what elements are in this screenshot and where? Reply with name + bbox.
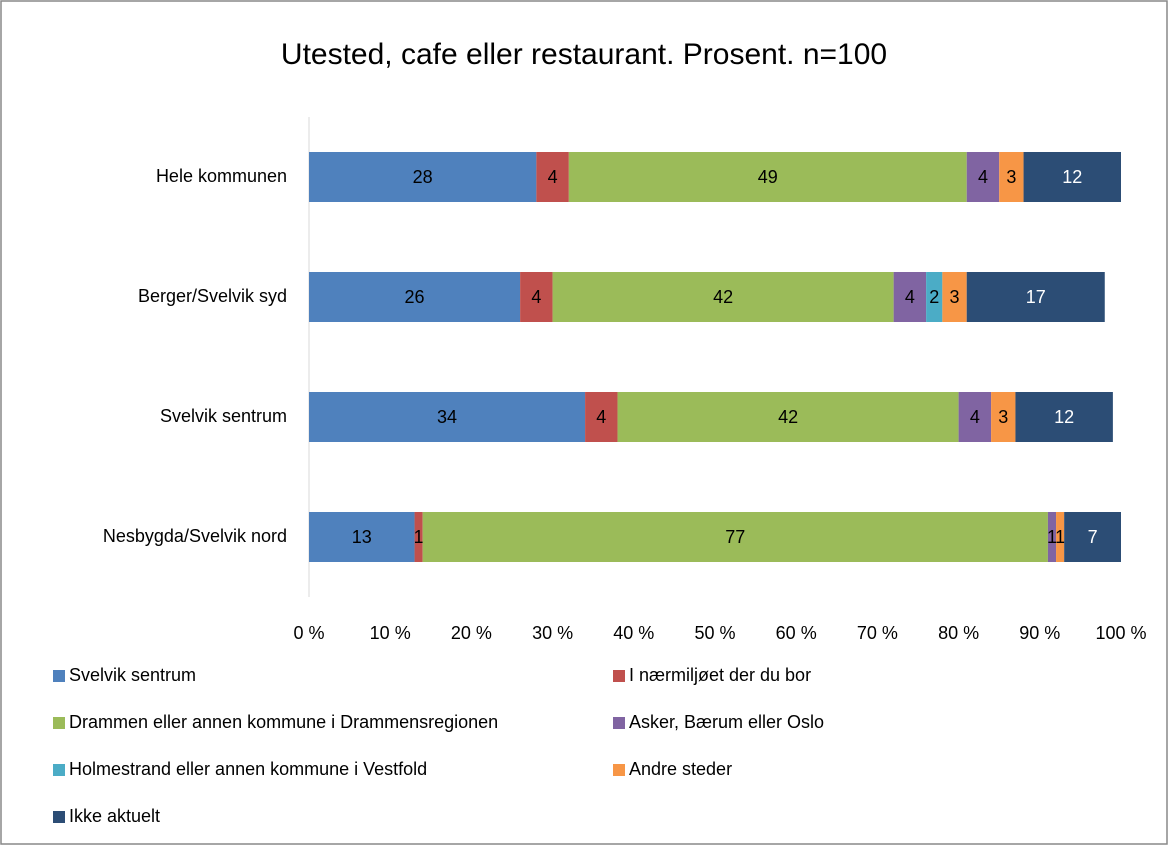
data-label: 42: [713, 287, 733, 307]
bar-segment: [893, 272, 927, 322]
data-label: 77: [725, 527, 745, 547]
data-label: 2: [929, 287, 939, 307]
x-tick-label: 20 %: [451, 623, 492, 643]
bar-segment: [568, 152, 967, 202]
bar-segment: [309, 272, 521, 322]
legend-swatch: [53, 670, 65, 682]
bar-segment: [520, 272, 553, 322]
bar-segment: [1056, 512, 1065, 562]
bar-segment: [552, 272, 894, 322]
legend-swatch: [53, 717, 65, 729]
data-label: 3: [1006, 167, 1016, 187]
bar-segment: [1015, 392, 1113, 442]
bar-segment: [991, 392, 1016, 442]
data-label: 4: [970, 407, 980, 427]
bar-segment: [966, 272, 1105, 322]
legend-swatch: [613, 717, 625, 729]
data-label: 4: [596, 407, 606, 427]
legend-label: Drammen eller annen kommune i Drammensre…: [69, 712, 498, 732]
bar-segment: [309, 152, 537, 202]
x-tick-label: 50 %: [694, 623, 735, 643]
legend-label: Svelvik sentrum: [69, 665, 196, 685]
x-tick-label: 30 %: [532, 623, 573, 643]
data-label: 28: [413, 167, 433, 187]
bar-segment: [942, 272, 967, 322]
bar-segment: [926, 272, 943, 322]
y-tick-label: Berger/Svelvik syd: [138, 286, 287, 306]
x-tick-label: 40 %: [613, 623, 654, 643]
y-tick-label: Nesbygda/Svelvik nord: [103, 526, 287, 546]
x-tick-label: 90 %: [1019, 623, 1060, 643]
data-label: 17: [1026, 287, 1046, 307]
bar-segment: [958, 392, 992, 442]
y-tick-label: Svelvik sentrum: [160, 406, 287, 426]
data-label: 49: [758, 167, 778, 187]
data-label: 4: [548, 167, 558, 187]
data-label: 12: [1062, 167, 1082, 187]
data-label: 4: [978, 167, 988, 187]
bar-segment: [999, 152, 1024, 202]
bar-segment: [536, 152, 569, 202]
chart-title: Utested, cafe eller restaurant. Prosent.…: [281, 38, 887, 71]
x-tick-label: 100 %: [1095, 623, 1146, 643]
bar-segment: [966, 152, 1000, 202]
x-tick-label: 70 %: [857, 623, 898, 643]
x-tick-label: 0 %: [293, 623, 324, 643]
bar-segment: [414, 512, 423, 562]
bar-segment: [617, 392, 959, 442]
data-label: 3: [998, 407, 1008, 427]
data-label: 1: [1055, 527, 1065, 547]
data-label: 26: [405, 287, 425, 307]
data-label: 1: [1047, 527, 1057, 547]
y-tick-label: Hele kommunen: [156, 166, 287, 186]
data-label: 13: [352, 527, 372, 547]
bar-segment: [1023, 152, 1121, 202]
data-label: 42: [778, 407, 798, 427]
legend-label: Holmestrand eller annen kommune i Vestfo…: [69, 759, 427, 779]
bar-segment: [309, 392, 586, 442]
data-label: 1: [414, 527, 424, 547]
legend-swatch: [613, 670, 625, 682]
bar-segment: [309, 512, 415, 562]
legend-swatch: [53, 811, 65, 823]
x-tick-label: 10 %: [370, 623, 411, 643]
legend-swatch: [53, 764, 65, 776]
legend-swatch: [613, 764, 625, 776]
bar-segment: [1064, 512, 1121, 562]
data-label: 12: [1054, 407, 1074, 427]
legend-label: I nærmiljøet der du bor: [629, 665, 811, 685]
x-tick-label: 60 %: [776, 623, 817, 643]
data-label: 4: [905, 287, 915, 307]
data-label: 3: [950, 287, 960, 307]
x-tick-label: 80 %: [938, 623, 979, 643]
legend-label: Andre steder: [629, 759, 732, 779]
legend-label: Asker, Bærum eller Oslo: [629, 712, 824, 732]
data-label: 34: [437, 407, 457, 427]
bar-segment: [422, 512, 1048, 562]
legend-label: Ikke aktuelt: [69, 806, 160, 826]
data-label: 7: [1088, 527, 1098, 547]
data-label: 4: [531, 287, 541, 307]
bar-segment: [1047, 512, 1057, 562]
bar-segment: [585, 392, 618, 442]
